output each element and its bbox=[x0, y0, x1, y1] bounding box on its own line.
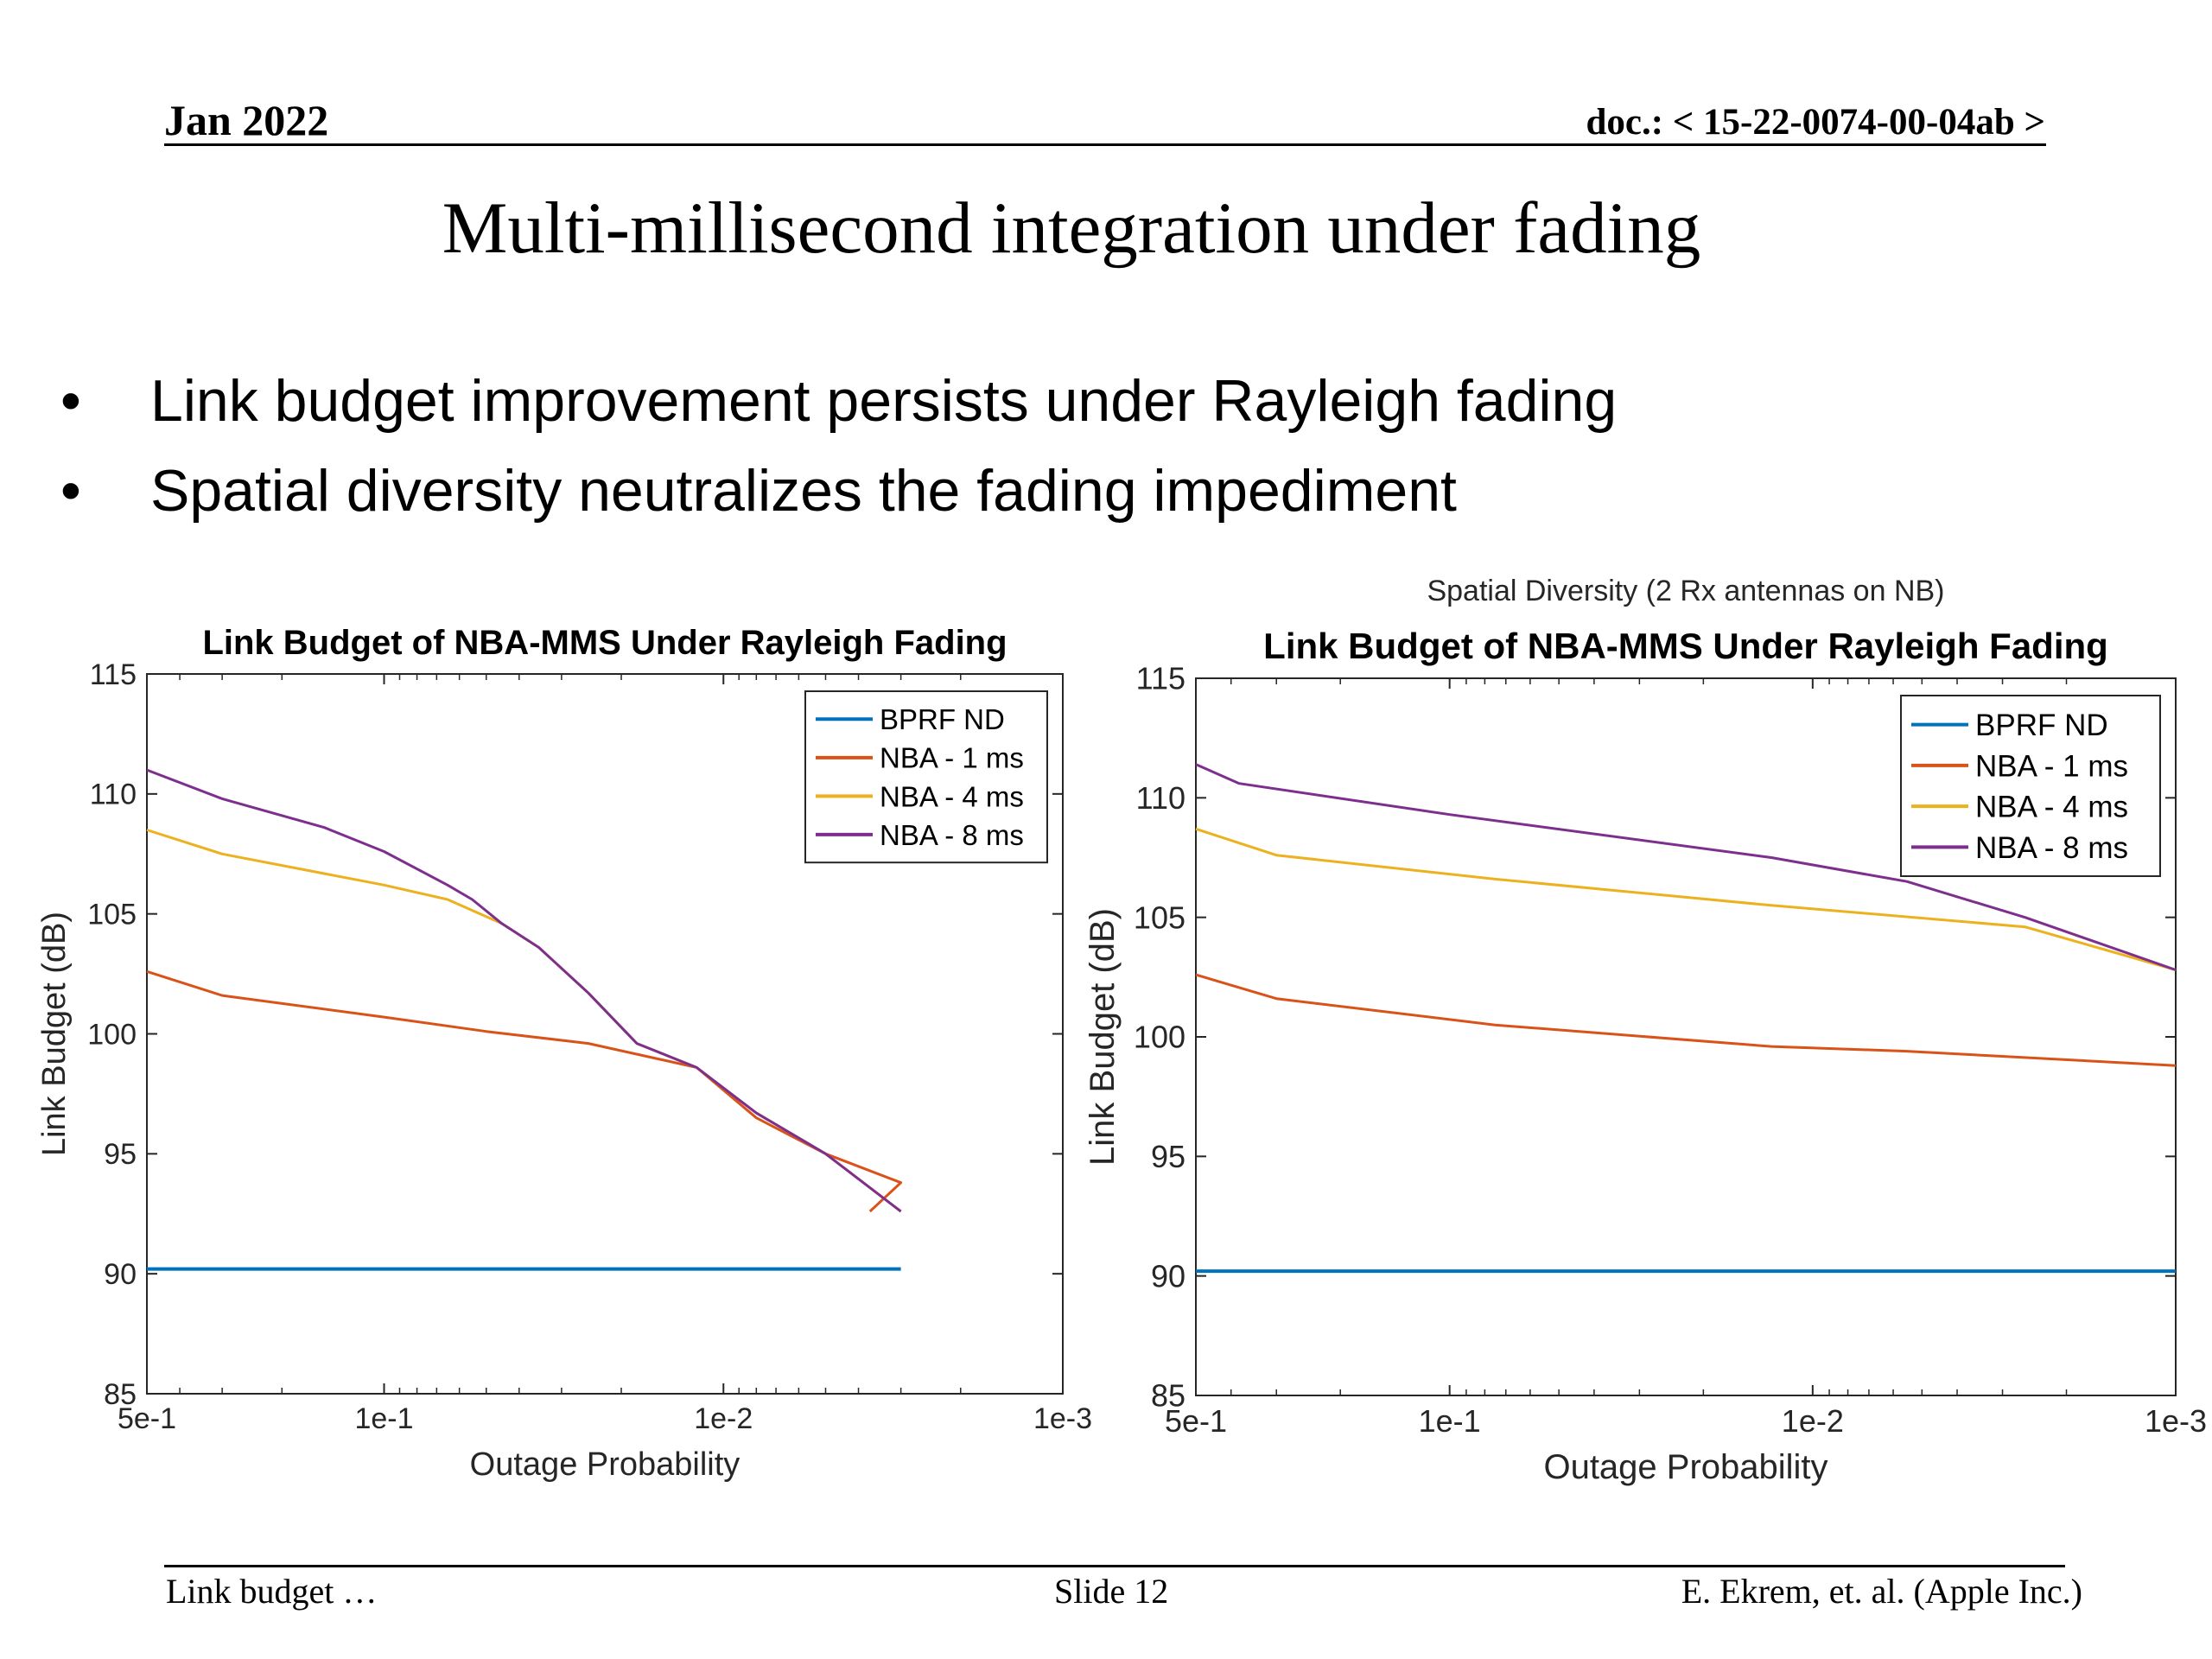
y-tick-label: 110 bbox=[1136, 780, 1185, 816]
footer-rule bbox=[164, 1565, 2065, 1567]
series-line bbox=[146, 969, 903, 1213]
footer-authors: E. Ekrem, et. al. (Apple Inc.) bbox=[1681, 1572, 2082, 1611]
y-axis-label: Link Budget (dB) bbox=[36, 912, 73, 1156]
y-tick-label: 85 bbox=[104, 1378, 137, 1411]
series-line bbox=[146, 768, 902, 1213]
bullet-list: • Link budget improvement persists under … bbox=[60, 356, 1617, 536]
legend-label: NBA - 1 ms bbox=[1975, 749, 2128, 783]
slide-title: Multi-millisecond integration under fadi… bbox=[442, 188, 1701, 269]
legend-label: NBA - 8 ms bbox=[880, 819, 1024, 851]
chart-title: Link Budget of NBA-MMS Under Rayleigh Fa… bbox=[202, 624, 1007, 662]
bullet-item: • Spatial diversity neutralizes the fadin… bbox=[60, 446, 1617, 536]
x-tick-label: 1e-3 bbox=[2145, 1403, 2207, 1439]
series-line bbox=[1195, 827, 2177, 971]
legend-label: BPRF ND bbox=[1975, 709, 2108, 742]
footer-slide-number: Slide 12 bbox=[1054, 1572, 1169, 1611]
bullet-text: Spatial diversity neutralizes the fading… bbox=[150, 458, 1457, 524]
x-tick-label: 1e-1 bbox=[1419, 1403, 1481, 1439]
x-tick-label: 5e-1 bbox=[118, 1402, 176, 1435]
footer-topic: Link budget … bbox=[166, 1572, 378, 1611]
x-axis-label: Outage Probability bbox=[1543, 1448, 1827, 1486]
y-tick-label: 90 bbox=[104, 1258, 137, 1291]
legend-label: NBA - 4 ms bbox=[1975, 791, 2128, 824]
y-tick-label: 105 bbox=[87, 899, 137, 931]
series-line bbox=[146, 829, 902, 1213]
legend-label: BPRF ND bbox=[880, 703, 1005, 735]
x-tick-label: 1e-2 bbox=[694, 1402, 753, 1435]
header-rule bbox=[164, 143, 2046, 146]
y-tick-label: 105 bbox=[1134, 899, 1185, 935]
y-tick-label: 95 bbox=[1151, 1139, 1185, 1174]
y-tick-label: 110 bbox=[90, 779, 137, 811]
y-tick-label: 85 bbox=[1151, 1378, 1185, 1414]
y-tick-label: 90 bbox=[1151, 1258, 1185, 1294]
chart-left: Link Budget of NBA-MMS Under Rayleigh Fa… bbox=[36, 624, 1092, 1483]
bullet-dot-icon: • bbox=[60, 368, 81, 434]
legend-label: NBA - 8 ms bbox=[1975, 831, 2128, 865]
x-tick-label: 1e-3 bbox=[1033, 1402, 1092, 1435]
y-tick-label: 95 bbox=[104, 1138, 137, 1171]
y-tick-label: 115 bbox=[1136, 661, 1185, 696]
y-tick-label: 100 bbox=[87, 1018, 137, 1051]
x-tick-label: 5e-1 bbox=[1165, 1403, 1227, 1439]
chart-title: Link Budget of NBA-MMS Under Rayleigh Fa… bbox=[1263, 626, 2108, 666]
legend-label: NBA - 4 ms bbox=[880, 780, 1024, 812]
bullet-item: • Link budget improvement persists under … bbox=[60, 356, 1617, 446]
series-line bbox=[1195, 763, 2177, 971]
chart-suptitle: Spatial Diversity (2 Rx antennas on NB) bbox=[1427, 575, 1944, 607]
x-tick-label: 1e-1 bbox=[354, 1402, 413, 1435]
y-axis-label: Link Budget (dB) bbox=[1084, 908, 1122, 1166]
chart-right: Spatial Diversity (2 Rx antennas on NB) L… bbox=[1084, 575, 2207, 1486]
x-axis-label: Outage Probability bbox=[470, 1446, 741, 1483]
bullet-dot-icon: • bbox=[60, 458, 81, 524]
y-tick-label: 100 bbox=[1134, 1020, 1185, 1055]
header-doc-id: doc.: < 15-22-0074-00-04ab > bbox=[1586, 102, 2045, 143]
header-date: Jan 2022 bbox=[164, 96, 329, 144]
bullet-text: Link budget improvement persists under R… bbox=[150, 368, 1618, 434]
x-tick-label: 1e-2 bbox=[1782, 1403, 1844, 1439]
series-line bbox=[1195, 973, 2177, 1067]
y-tick-label: 115 bbox=[90, 658, 137, 691]
legend-label: NBA - 1 ms bbox=[880, 742, 1024, 774]
